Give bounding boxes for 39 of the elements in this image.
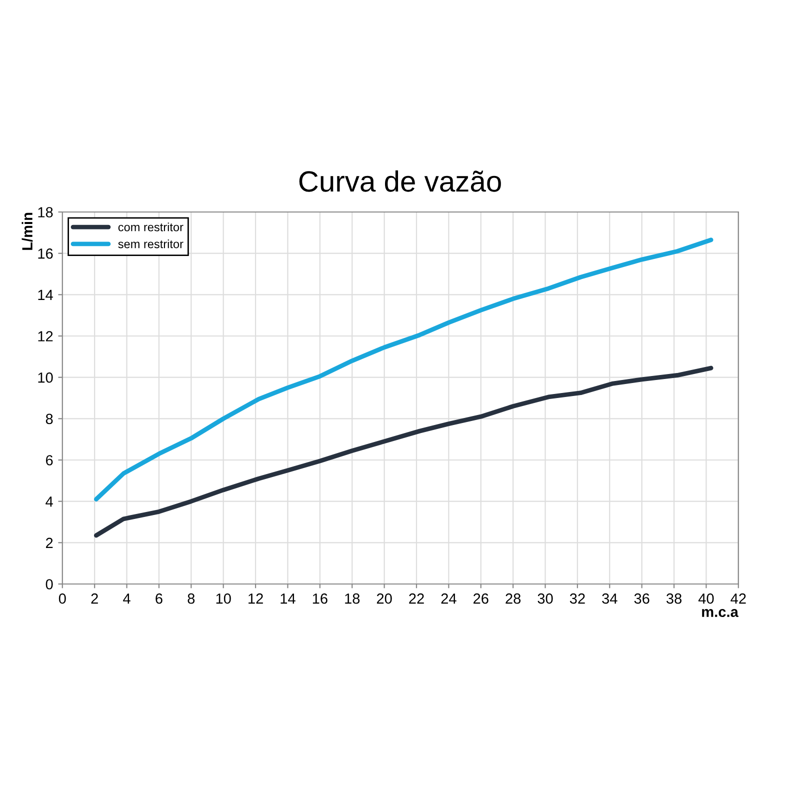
y-tick-label: 8: [46, 414, 53, 424]
y-tick-label: 16: [38, 248, 53, 259]
y-tick-label: 18: [38, 207, 53, 218]
x-tick-label: 38: [666, 593, 682, 604]
y-tick-label: 6: [46, 455, 53, 466]
x-tick-label: 24: [441, 593, 456, 604]
x-tick-label: 32: [570, 593, 585, 604]
x-tick-label: 40: [698, 593, 714, 604]
x-tick-label: 28: [506, 593, 521, 604]
legend-label: sem restritor: [118, 240, 184, 248]
line-series: [94, 238, 714, 502]
x-tick-label: 4: [123, 594, 130, 604]
chart-title: Curva de vazão: [299, 170, 501, 192]
x-tick-label: 2: [91, 593, 98, 604]
x-tick-label: 16: [312, 593, 328, 604]
line-series: [94, 366, 714, 538]
x-tick-label: 26: [474, 593, 488, 604]
x-tick-label: 8: [188, 593, 195, 604]
y-tick-label: 2: [46, 538, 53, 548]
x-tick-label: 22: [409, 593, 424, 604]
x-tick-label: 30: [538, 593, 553, 604]
y-tick-label: 14: [38, 290, 53, 300]
x-tick-label: 34: [602, 593, 618, 604]
x-tick-label: 12: [248, 593, 263, 604]
x-tick-label: 0: [58, 593, 66, 604]
y-tick-label: 4: [46, 496, 53, 507]
y-tick-label: 10: [38, 372, 53, 383]
x-tick-label: 20: [376, 593, 392, 604]
x-tick-label: 6: [156, 593, 162, 604]
x-tick-label: 14: [280, 594, 296, 604]
x-tick-label: 10: [216, 593, 231, 604]
x-tick-label: 36: [634, 593, 650, 604]
x-tick-label: 18: [345, 593, 360, 604]
x-tick-label: 42: [730, 593, 746, 604]
y-axis-title: L/min: [22, 212, 33, 250]
y-tick-label: 0: [46, 579, 53, 590]
y-tick-label: 12: [38, 331, 53, 342]
legend-label: com restritor: [118, 222, 184, 232]
x-axis-title: m.c.a: [702, 609, 738, 618]
